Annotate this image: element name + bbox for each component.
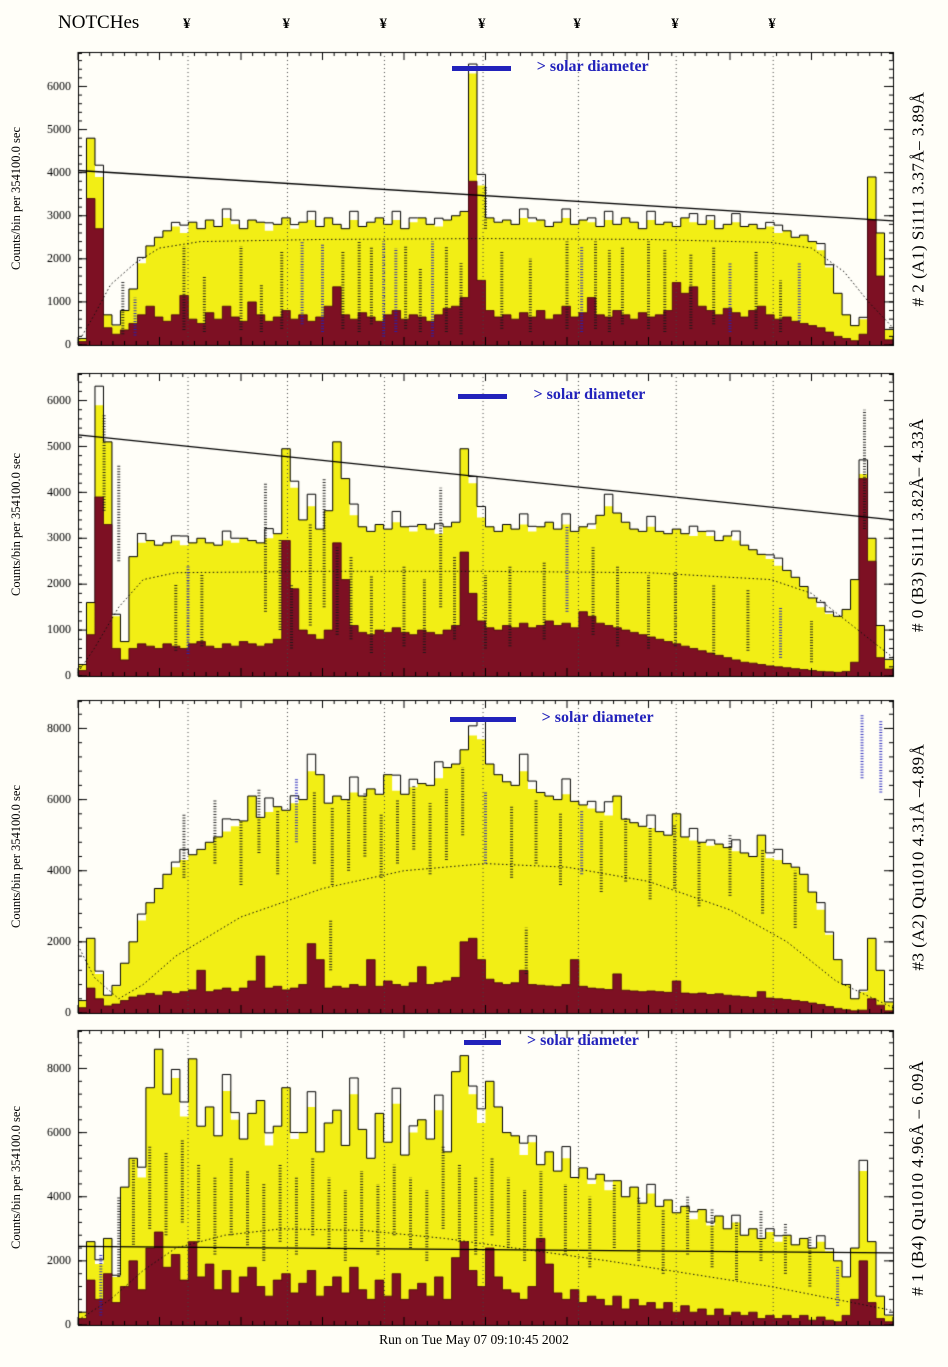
solar-diameter-label: > solar diameter bbox=[533, 386, 646, 403]
notch-symbol: ¥ bbox=[573, 16, 581, 32]
notch-symbol: ¥ bbox=[183, 16, 191, 32]
solar-diameter-bar bbox=[457, 394, 508, 399]
solar-diameter-bar bbox=[449, 717, 516, 722]
solar-diameter-label: > solar diameter bbox=[541, 709, 654, 726]
y-axis-title-panel-2: Counts/bin per 354100.0 sec bbox=[9, 452, 24, 597]
channel-title-wrap: #3 (A2) Qu1010 4.31Å –4.89Å bbox=[894, 700, 942, 1013]
channel-title-panel-4: # 1 (B4) Qu1010 4.96Å – 6.09Å bbox=[908, 1059, 927, 1296]
channel-title-wrap: # 0 (B3) Si111 3.82Å– 4.33Å bbox=[894, 373, 942, 676]
y-axis-title-panel-3: Counts/bin per 354100.0 sec bbox=[9, 784, 24, 929]
y-axis-title-wrap: Counts/bin per 354100.0 sec bbox=[4, 52, 30, 345]
solar-diameter-label: > solar diameter bbox=[526, 1032, 639, 1049]
y-axis-title-panel-1: Counts/bin per 354100.0 sec bbox=[9, 126, 24, 271]
notch-symbol: ¥ bbox=[768, 16, 776, 32]
channel-title-wrap: # 2 (A1) Si111 3.37Å– 3.89Å bbox=[894, 52, 942, 345]
channel-title-wrap: # 1 (B4) Qu1010 4.96Å – 6.09Å bbox=[894, 1030, 942, 1325]
notch-symbol: ¥ bbox=[379, 16, 387, 32]
notch-symbol: ¥ bbox=[478, 16, 486, 32]
channel-title-panel-2: # 0 (B3) Si111 3.82Å– 4.33Å bbox=[908, 417, 928, 632]
solar-diameter-label: > solar diameter bbox=[536, 58, 649, 75]
notches-label: NOTCHes bbox=[58, 12, 140, 33]
run-timestamp: Run on Tue May 07 09:10:45 2002 bbox=[379, 1332, 569, 1347]
solar-diameter-bar bbox=[464, 1040, 501, 1045]
y-axis-title-wrap: Counts/bin per 354100.0 sec bbox=[4, 700, 30, 1013]
y-axis-title-panel-4: Counts/bin per 354100.0 sec bbox=[9, 1105, 24, 1250]
notch-symbol: ¥ bbox=[282, 16, 290, 32]
y-axis-title-wrap: Counts/bin per 354100.0 sec bbox=[4, 1030, 30, 1325]
channel-title-panel-1: # 2 (A1) Si111 3.37Å– 3.89Å bbox=[908, 91, 928, 306]
solar-diameter-bar bbox=[452, 66, 511, 71]
channel-title-panel-3: #3 (A2) Qu1010 4.31Å –4.89Å bbox=[908, 743, 927, 970]
y-axis-title-wrap: Counts/bin per 354100.0 sec bbox=[4, 373, 30, 676]
notch-symbol: ¥ bbox=[671, 16, 679, 32]
